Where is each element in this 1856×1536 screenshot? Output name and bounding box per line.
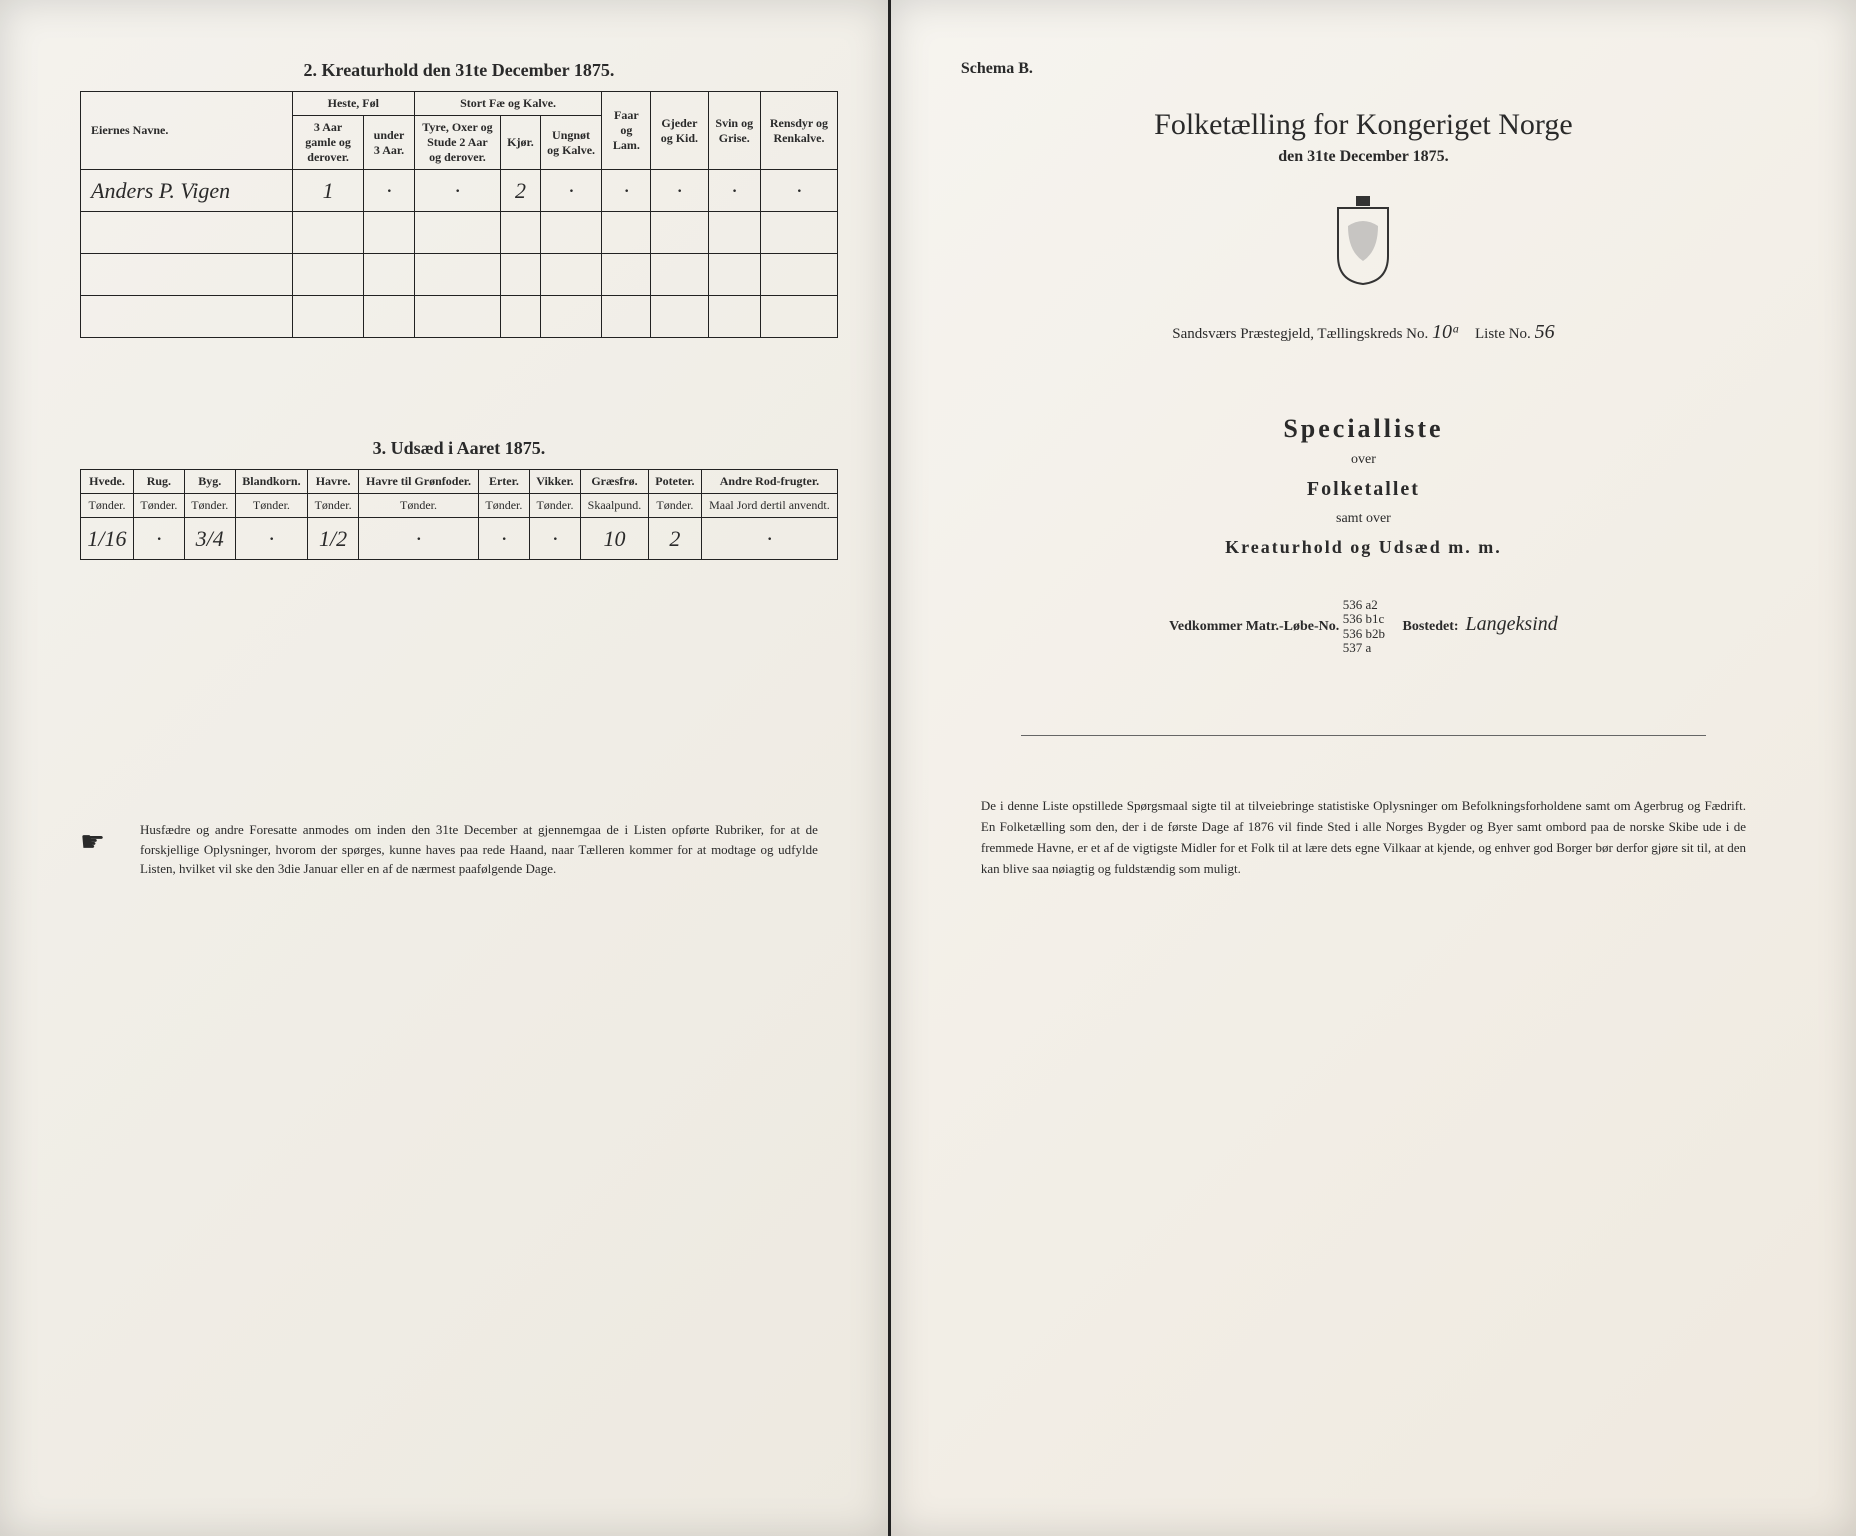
unit: Tønder. bbox=[478, 494, 529, 518]
over-label: over bbox=[961, 452, 1766, 468]
cell: 3/4 bbox=[184, 518, 235, 560]
samt-label: samt over bbox=[961, 511, 1766, 527]
folketallet-label: Folketallet bbox=[961, 478, 1766, 501]
udsaed-table: Hvede. Rug. Byg. Blandkorn. Havre. Havre… bbox=[80, 469, 838, 560]
col-havregron: Havre til Grønfoder. bbox=[359, 470, 479, 494]
cell: · bbox=[478, 518, 529, 560]
sub-f3: Ungnøt og Kalve. bbox=[540, 116, 602, 170]
unit: Tønder. bbox=[81, 494, 134, 518]
col-hvede: Hvede. bbox=[81, 470, 134, 494]
unit: Tønder. bbox=[529, 494, 580, 518]
cell: · bbox=[235, 518, 308, 560]
cell: 2 bbox=[501, 170, 541, 212]
unit: Skaalpund. bbox=[581, 494, 649, 518]
left-page: 2. Kreaturhold den 31te December 1875. E… bbox=[0, 0, 891, 1536]
liste-label: Liste No. bbox=[1475, 326, 1531, 342]
schema-label: Schema B. bbox=[961, 60, 1766, 78]
unit: Maal Jord dertil anvendt. bbox=[701, 494, 837, 518]
matr-line: Vedkommer Matr.-Løbe-No. 536 a2 536 b1c … bbox=[961, 598, 1766, 655]
kreds-no: 10ᵃ bbox=[1432, 321, 1460, 343]
unit: Tønder. bbox=[184, 494, 235, 518]
sub-h1: 3 Aar gamle og derover. bbox=[292, 116, 363, 170]
unit: Tønder. bbox=[308, 494, 359, 518]
sub-h2: under 3 Aar. bbox=[364, 116, 414, 170]
col-havre: Havre. bbox=[308, 470, 359, 494]
parish-label: Sandsværs Præstegjeld, Tællingskreds No. bbox=[1172, 326, 1428, 342]
specialliste-title: Specialliste bbox=[961, 414, 1766, 444]
group-heste: Heste, Føl bbox=[292, 92, 414, 116]
cell: 2 bbox=[648, 518, 701, 560]
kreaturhold-table: Eiernes Navne. Heste, Føl Stort Fæ og Ka… bbox=[80, 91, 838, 338]
matr-numbers: 536 a2 536 b1c 536 b2b 537 a bbox=[1343, 598, 1385, 655]
unit: Tønder. bbox=[359, 494, 479, 518]
col-poteter: Poteter. bbox=[648, 470, 701, 494]
cell: 10 bbox=[581, 518, 649, 560]
col-rug: Rug. bbox=[133, 470, 184, 494]
cell: · bbox=[529, 518, 580, 560]
table-row: 1/16 · 3/4 · 1/2 · · · 10 2 · bbox=[81, 518, 838, 560]
matr-label: Vedkommer Matr.-Løbe-No. bbox=[1169, 619, 1339, 634]
subtitle: den 31te December 1875. bbox=[961, 148, 1766, 166]
sub-f2: Kjør. bbox=[501, 116, 541, 170]
col-eier: Eiernes Navne. bbox=[81, 92, 293, 170]
left-footnote: ☛ Husfædre og andre Foresatte anmodes om… bbox=[80, 820, 838, 879]
cell: 1/2 bbox=[308, 518, 359, 560]
coat-of-arms-icon bbox=[961, 196, 1766, 291]
table-row: Anders P. Vigen 1 · · 2 · · · · · bbox=[81, 170, 838, 212]
table-row bbox=[81, 212, 838, 254]
col-svin: Svin og Grise. bbox=[708, 92, 761, 170]
matr-no: 536 b2b bbox=[1343, 626, 1385, 641]
cell: · bbox=[414, 170, 500, 212]
cell: · bbox=[651, 170, 708, 212]
section3-title: 3. Udsæd i Aaret 1875. bbox=[80, 438, 838, 459]
liste-no: 56 bbox=[1535, 321, 1555, 343]
col-gjeder: Gjeder og Kid. bbox=[651, 92, 708, 170]
table-row bbox=[81, 296, 838, 338]
cell: 1/16 bbox=[81, 518, 134, 560]
group-fae: Stort Fæ og Kalve. bbox=[414, 92, 602, 116]
col-graesfro: Græsfrø. bbox=[581, 470, 649, 494]
col-rensdyr: Rensdyr og Renkalve. bbox=[761, 92, 838, 170]
table-row bbox=[81, 254, 838, 296]
col-faar: Faar og Lam. bbox=[602, 92, 651, 170]
parish-line: Sandsværs Præstegjeld, Tællingskreds No.… bbox=[961, 321, 1766, 344]
sub-f1: Tyre, Oxer og Stude 2 Aar og derover. bbox=[414, 116, 500, 170]
footnote-text: Husfædre og andre Foresatte anmodes om i… bbox=[140, 822, 818, 876]
unit: Tønder. bbox=[133, 494, 184, 518]
col-rodfrugter: Andre Rod-frugter. bbox=[701, 470, 837, 494]
cell: · bbox=[701, 518, 837, 560]
main-title: Folketælling for Kongeriget Norge bbox=[961, 108, 1766, 142]
cell: · bbox=[602, 170, 651, 212]
cell: · bbox=[708, 170, 761, 212]
col-blandkorn: Blandkorn. bbox=[235, 470, 308, 494]
cell: · bbox=[133, 518, 184, 560]
pointing-hand-icon: ☛ bbox=[80, 822, 105, 864]
cell: · bbox=[540, 170, 602, 212]
cell: · bbox=[364, 170, 414, 212]
col-byg: Byg. bbox=[184, 470, 235, 494]
cell: · bbox=[761, 170, 838, 212]
owner-name: Anders P. Vigen bbox=[81, 170, 293, 212]
bosted-label: Bostedet: bbox=[1403, 619, 1459, 634]
right-page: Schema B. Folketælling for Kongeriget No… bbox=[891, 0, 1856, 1536]
bosted-value: Langeksind bbox=[1466, 613, 1558, 635]
unit: Tønder. bbox=[648, 494, 701, 518]
kreaturhold-label: Kreaturhold og Udsæd m. m. bbox=[961, 537, 1766, 558]
col-vikker: Vikker. bbox=[529, 470, 580, 494]
section2-title: 2. Kreaturhold den 31te December 1875. bbox=[80, 60, 838, 81]
col-erter: Erter. bbox=[478, 470, 529, 494]
cell: 1 bbox=[292, 170, 363, 212]
matr-no: 537 a bbox=[1343, 640, 1372, 655]
right-footnote: De i denne Liste opstillede Spørgsmaal s… bbox=[961, 796, 1766, 879]
matr-no: 536 a2 bbox=[1343, 597, 1378, 612]
matr-no: 536 b1c bbox=[1343, 611, 1385, 626]
unit: Tønder. bbox=[235, 494, 308, 518]
cell: · bbox=[359, 518, 479, 560]
